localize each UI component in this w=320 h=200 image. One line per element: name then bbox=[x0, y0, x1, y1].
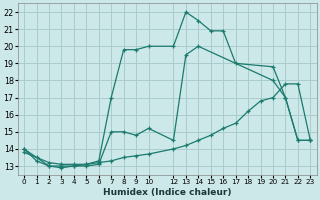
X-axis label: Humidex (Indice chaleur): Humidex (Indice chaleur) bbox=[103, 188, 231, 197]
